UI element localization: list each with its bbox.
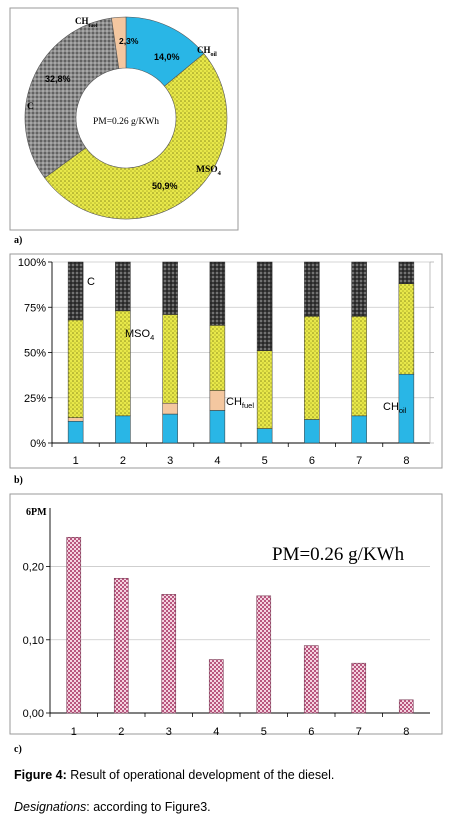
b-ytick-label: 25% — [24, 393, 46, 405]
c-bar — [66, 536, 82, 714]
value-chfuel: 2,3% — [119, 36, 139, 46]
b-bar-segment-choil — [209, 410, 226, 444]
b-axes — [48, 261, 434, 447]
c-bars — [66, 536, 414, 714]
c-bar — [303, 645, 319, 714]
b-bar-segment-choil — [256, 428, 273, 444]
c-bar — [113, 577, 129, 714]
donut-center-text: PM=0.26 g/KWh — [93, 117, 159, 127]
donut-slice-c — [24, 17, 120, 179]
c-xtick-label: 2 — [118, 726, 124, 738]
panel-b: 0% 25% 50% 75% 100% 1 2 3 4 5 6 7 8 C MSO4 CHfuel CH… — [9, 253, 443, 486]
b-ytick-label: 100% — [18, 257, 46, 269]
label-choil: CHoil — [197, 45, 217, 58]
b-bar-segment-mso4 — [115, 310, 131, 417]
b-bar-segment-c — [351, 261, 367, 317]
b-bar-segment-choil — [162, 413, 178, 444]
b-ytick-label: 0% — [30, 438, 46, 450]
b-bar-segment-c — [256, 261, 273, 351]
panel-label-b: b) — [14, 475, 23, 486]
b-ticks: 0% 25% 50% 75% 100% 1 2 3 4 5 6 7 8 — [18, 257, 410, 467]
c-bar — [161, 594, 177, 714]
b-bar-segment-c — [398, 261, 415, 284]
b-xtick-label: 1 — [73, 455, 79, 467]
c-bar — [398, 699, 414, 714]
panel-label-a: a) — [14, 235, 22, 246]
b-bar-segment-c — [115, 261, 131, 312]
c-xtick-label: 5 — [261, 726, 267, 738]
designations-label: Designations — [14, 800, 87, 814]
b-bar-segment-choil — [115, 415, 131, 444]
c-xtick-label: 7 — [356, 726, 362, 738]
label-mso4: MSO4 — [196, 165, 222, 177]
c-bar — [208, 659, 224, 714]
b-ytick-label: 75% — [24, 302, 46, 314]
c-ytick-label: 0,20 — [23, 562, 44, 574]
b-bar-segment-choil — [304, 419, 320, 444]
panel-label-c: c) — [14, 744, 22, 755]
panel-a: PM=0.26 g/KWh CHoil 14,0% MSO4 50,9% C 3… — [9, 7, 239, 246]
b-bar-segment-chfuel — [67, 417, 84, 422]
b-bar-segment-chfuel — [162, 402, 178, 415]
b-bar-segment-mso4 — [67, 319, 84, 418]
b-bars — [67, 261, 415, 444]
c-annotation: PM=0.26 g/KWh — [272, 544, 405, 565]
b-xtick-label: 3 — [167, 455, 173, 467]
b-bar-segment-mso4 — [351, 316, 367, 417]
designations-text: : according to Figure3. — [86, 800, 211, 814]
b-bar-segment-chfuel — [209, 390, 226, 411]
donut-slice-chfuel — [111, 16, 127, 69]
b-xtick-label: 5 — [262, 455, 268, 467]
value-choil: 14,0% — [154, 52, 180, 62]
b-bar-segment-mso4 — [162, 314, 178, 404]
c-ytick-label: 0,00 — [23, 708, 44, 720]
b-bar-segment-choil — [67, 421, 84, 444]
c-xtick-label: 4 — [213, 726, 219, 738]
b-label-choil: CHoil — [383, 401, 407, 415]
designations-note: Designations: according to Figure3. — [14, 800, 454, 814]
b-bar-segment-c — [304, 261, 320, 317]
c-ticks: 0,00 0,10 0,20 1 2 3 4 5 6 7 8 — [23, 562, 410, 738]
b-bar-segment-choil — [351, 415, 367, 444]
c-bar — [256, 595, 272, 714]
panel-c-frame — [9, 493, 443, 735]
caption-label: Figure 4: — [14, 768, 67, 782]
c-xtick-label: 1 — [71, 726, 77, 738]
b-xtick-label: 4 — [214, 455, 220, 467]
donut-slice-mso4 — [44, 53, 228, 220]
b-xtick-label: 2 — [120, 455, 126, 467]
figure-caption: Figure 4: Result of operational developm… — [14, 768, 454, 782]
caption-text: Result of operational development of the… — [70, 768, 335, 782]
b-xtick-label: 7 — [356, 455, 362, 467]
c-xtick-label: 6 — [308, 726, 314, 738]
b-label-chfuel: CHfuel — [226, 396, 254, 410]
b-bar-segment-c — [209, 261, 226, 326]
value-mso4: 50,9% — [152, 181, 178, 191]
value-c: 32,8% — [45, 74, 71, 84]
c-xtick-label: 3 — [166, 726, 172, 738]
label-c: C — [27, 102, 34, 112]
b-ytick-label: 50% — [24, 348, 46, 360]
c-bar — [351, 662, 367, 714]
b-bar-segment-mso4 — [304, 316, 320, 420]
b-label-c: C — [87, 276, 95, 288]
b-xtick-label: 6 — [309, 455, 315, 467]
label-chfuel: CHfuel — [75, 16, 98, 29]
b-bar-segment-c — [67, 261, 84, 321]
b-bar-segment-mso4 — [209, 325, 226, 391]
c-ytick-label: 0,10 — [23, 635, 44, 647]
c-ylabel: 6PM — [26, 507, 47, 518]
panel-c: 0,00 0,10 0,20 1 2 3 4 5 6 7 8 6PM PM=0.26 g/KWh c… — [9, 493, 443, 755]
b-bar-segment-mso4 — [398, 283, 415, 375]
c-xtick-label: 8 — [403, 726, 409, 738]
b-bar-segment-mso4 — [256, 350, 273, 429]
donut-slices — [24, 16, 228, 220]
b-xtick-label: 8 — [403, 455, 409, 467]
c-axes — [46, 508, 430, 717]
b-bar-segment-c — [162, 261, 178, 315]
b-label-mso4: MSO4 — [125, 328, 154, 342]
